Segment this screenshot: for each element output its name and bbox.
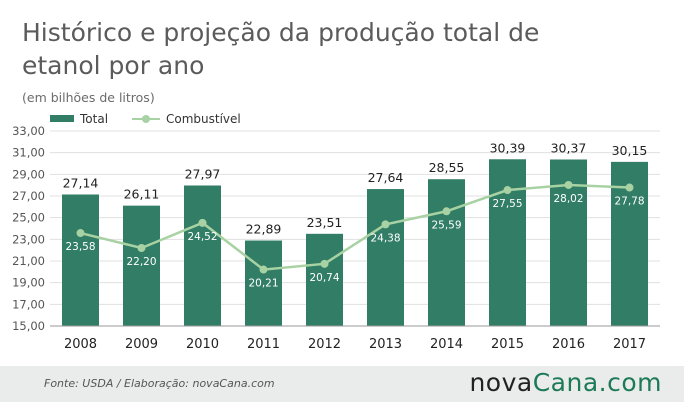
line-value-label: 20,74: [309, 272, 339, 284]
footer: Fonte: USDA / Elaboração: novaCana.com n…: [0, 366, 684, 402]
x-tick-label: 2010: [186, 337, 219, 352]
line-value-label: 22,20: [126, 256, 156, 268]
line-value-label: 25,59: [431, 219, 461, 231]
bar-value-label: 30,39: [490, 140, 526, 155]
y-tick-label: 31,00: [12, 146, 45, 160]
y-tick-label: 19,00: [12, 276, 45, 290]
x-tick-label: 2012: [308, 337, 341, 352]
bar-value-label: 30,37: [551, 140, 587, 155]
bar: [367, 189, 404, 326]
line-value-label: 24,38: [370, 232, 400, 244]
y-tick-label: 23,00: [12, 232, 45, 246]
bar: [62, 194, 99, 326]
line-point: [381, 220, 390, 229]
y-tick-label: 27,00: [12, 189, 45, 203]
line-point: [503, 186, 512, 195]
line-point: [259, 265, 268, 274]
y-tick-label: 17,00: [12, 297, 45, 311]
series-line-combustivel: [80, 183, 630, 271]
bar-value-label: 23,51: [307, 215, 343, 230]
line-point: [320, 259, 329, 268]
bar-value-label: 30,15: [612, 143, 648, 158]
source-note: Fonte: USDA / Elaboração: novaCana.com: [44, 377, 275, 390]
line-point: [625, 183, 634, 192]
line-point: [442, 207, 451, 216]
legend-marker-combustivel: [142, 115, 150, 123]
bar-value-label: 22,89: [246, 222, 282, 237]
bar-value-label: 27,97: [185, 166, 221, 181]
legend-label-combustivel: Combustível: [166, 112, 241, 126]
line-value-label: 27,78: [614, 196, 644, 208]
bar-value-label: 28,55: [429, 160, 465, 175]
bar-value-label: 26,11: [124, 187, 160, 202]
legend-label-total: Total: [80, 112, 109, 126]
line-point: [198, 218, 207, 227]
y-tick-label: 15,00: [12, 319, 45, 333]
bar: [184, 185, 221, 326]
x-tick-label: 2009: [125, 337, 158, 352]
bar: [306, 233, 343, 326]
line-point: [76, 229, 85, 238]
chart-title: Histórico e projeção da produção total d…: [22, 18, 540, 80]
x-tick-label: 2014: [430, 337, 463, 352]
y-tick-label: 25,00: [12, 211, 45, 225]
bar: [428, 179, 465, 326]
bar: [489, 159, 526, 326]
y-tick-label: 33,00: [12, 124, 45, 138]
y-tick-label: 21,00: [12, 254, 45, 268]
y-tick-label: 29,00: [12, 167, 45, 181]
line-point: [564, 180, 573, 189]
line-value-label: 27,55: [492, 198, 522, 210]
x-tick-label: 2017: [613, 337, 646, 352]
bar-value-label: 27,14: [63, 175, 99, 190]
x-tick-label: 2011: [247, 337, 280, 352]
line-point: [137, 244, 146, 252]
chart-subtitle: (em bilhões de litros): [22, 90, 155, 105]
chart-plot: 15,00 17,00 19,00 21,00 23,00 25,00 27,00 29,00…: [12, 124, 660, 352]
brand-logo: novaCana.com: [469, 368, 662, 397]
legend-swatch-total: [50, 115, 74, 122]
x-tick-label: 2008: [64, 337, 97, 352]
bar-value-label: 27,64: [368, 170, 404, 185]
x-tick-label: 2013: [369, 337, 402, 352]
line-value-label: 24,52: [187, 231, 217, 243]
x-tick-label: 2016: [552, 337, 585, 352]
bar: [245, 240, 282, 326]
line-value-label: 28,02: [553, 193, 583, 205]
bar: [123, 205, 160, 326]
x-tick-label: 2015: [491, 337, 524, 352]
line-value-label: 20,21: [248, 278, 278, 290]
line-value-label: 23,58: [65, 241, 95, 253]
